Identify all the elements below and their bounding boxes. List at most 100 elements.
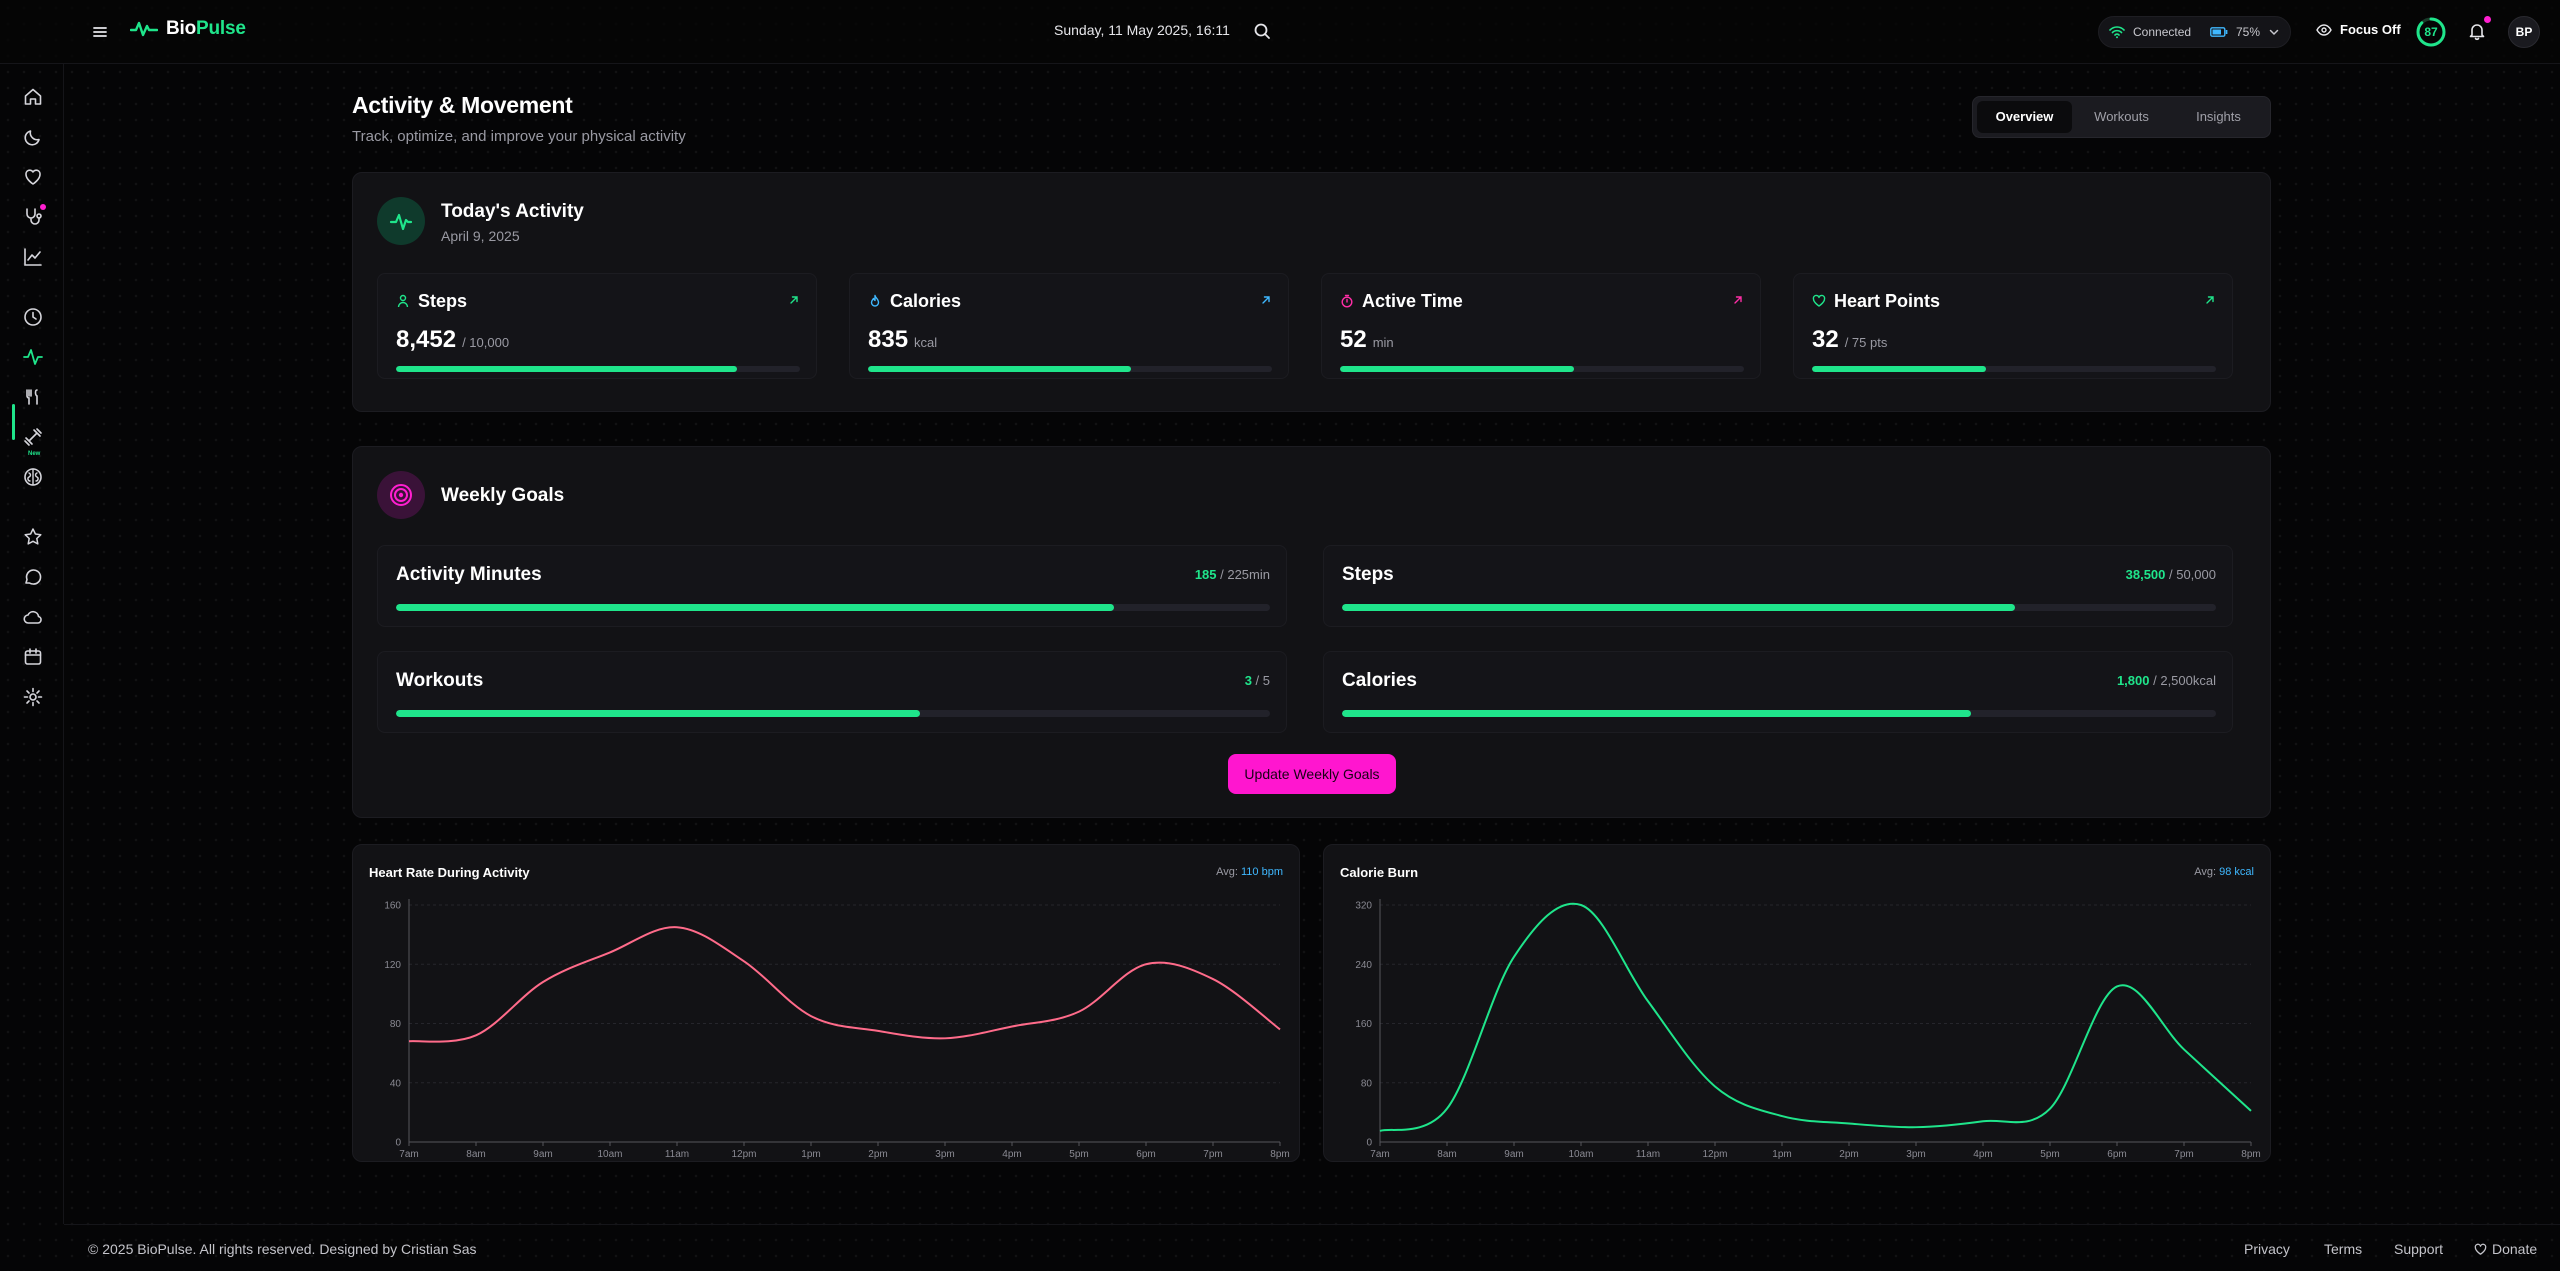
tab-workouts[interactable]: Workouts: [2094, 109, 2149, 124]
page-title: Activity & Movement: [352, 92, 573, 118]
sidebar-item-history[interactable]: [22, 306, 44, 328]
sidebar-item-heart[interactable]: [22, 166, 44, 188]
metric-value: 52: [1340, 326, 1367, 353]
arrow-up-right-icon[interactable]: [1260, 294, 1272, 306]
activity-icon: [377, 197, 425, 245]
chat-icon: [25, 569, 42, 585]
goal-value: 1,800 / 2,500kcal: [2116, 673, 2216, 688]
x-tick-label: 11am: [665, 1149, 689, 1160]
metric-progress-track: [396, 366, 800, 372]
metric-value: 835: [868, 326, 909, 353]
x-tick-label: 3pm: [1906, 1149, 1925, 1160]
sidebar-item-calendar[interactable]: [22, 646, 44, 668]
avatar[interactable]: BP: [2508, 16, 2540, 48]
x-tick-label: 7pm: [2174, 1149, 2193, 1160]
y-tick-label: 240: [1355, 960, 1372, 971]
footer-link-terms[interactable]: Terms: [2324, 1241, 2363, 1257]
moon-icon: [24, 130, 40, 146]
update-weekly-goals-button[interactable]: Update Weekly Goals: [1228, 754, 1396, 794]
activity-icon: [23, 349, 43, 365]
focus-toggle[interactable]: Focus Off: [2316, 22, 2401, 37]
sidebar-item-workout[interactable]: [22, 426, 44, 448]
x-tick-label: 5pm: [1069, 1149, 1088, 1160]
goal-progress-fill: [1342, 710, 1972, 717]
dumbbell-icon: [24, 428, 42, 446]
metric-unit: kcal: [914, 335, 938, 350]
x-tick-label: 11am: [1636, 1149, 1660, 1160]
goal-activity-minutes: Activity Minutes 185 / 225min: [377, 545, 1287, 627]
sidebar-item-settings[interactable]: [22, 686, 44, 708]
x-tick-label: 1pm: [801, 1149, 820, 1160]
goal-calories: Calories 1,800 / 2,500kcal: [1323, 651, 2233, 733]
metric-heart-points[interactable]: Heart Points 32 / 75 pts: [1793, 273, 2233, 379]
connection-label: Connected: [2133, 25, 2192, 39]
arrow-up-right-icon[interactable]: [788, 294, 800, 306]
sidebar-item-sleep[interactable]: [22, 126, 44, 148]
x-tick-label: 12pm: [731, 1149, 756, 1160]
metric-progress-fill: [868, 366, 1131, 372]
chart-average: Avg: 110 bpm: [1216, 866, 1283, 878]
metric-active-time[interactable]: Active Time 52 min: [1321, 273, 1761, 379]
metric-steps[interactable]: Steps 8,452 / 10,000: [377, 273, 817, 379]
focus-label: Focus Off: [2340, 22, 2401, 37]
goal-steps: Steps 38,500 / 50,000: [1323, 545, 2233, 627]
footer-link-privacy[interactable]: Privacy: [2244, 1241, 2290, 1257]
weekly-goals-card: Weekly Goals Activity Minutes 185 / 225m…: [352, 446, 2271, 818]
x-tick-label: 7am: [1370, 1149, 1389, 1160]
metric-value-wrap: 32 / 75 pts: [1812, 326, 1887, 354]
x-tick-label: 1pm: [1772, 1149, 1791, 1160]
x-tick-label: 4pm: [1973, 1149, 1992, 1160]
cloud-icon: [23, 610, 42, 624]
heart-icon: [25, 169, 41, 185]
metric-calories[interactable]: Calories 835 kcal: [849, 273, 1289, 379]
arrow-up-right-icon[interactable]: [2204, 294, 2216, 306]
calendar-icon: [24, 648, 42, 665]
metric-value: 32: [1812, 326, 1839, 353]
footer-link-donate[interactable]: Donate: [2474, 1241, 2537, 1257]
y-tick-label: 80: [390, 1019, 402, 1030]
goal-label: Calories: [1342, 670, 1417, 691]
sidebar-item-home[interactable]: [22, 86, 44, 108]
view-tabs: Overview Workouts Insights: [1972, 96, 2271, 138]
connection-status-pill[interactable]: Connected 75%: [2098, 16, 2291, 48]
goal-progress-track: [396, 604, 1270, 611]
x-tick-label: 7pm: [1203, 1149, 1222, 1160]
search-icon[interactable]: [1252, 21, 1272, 41]
metric-value-wrap: 835 kcal: [868, 326, 937, 354]
sidebar-item-cloud[interactable]: [22, 606, 44, 628]
goal-progress-track: [396, 710, 1270, 717]
arrow-up-right-icon[interactable]: [1732, 294, 1744, 306]
metric-unit: / 75 pts: [1844, 335, 1888, 350]
todays-activity-card: Today's Activity April 9, 2025 Steps 8,4…: [352, 172, 2271, 412]
goal-value: 185 / 225min: [1194, 567, 1270, 582]
sidebar-item-favorites[interactable]: [22, 526, 44, 548]
metric-label: Active Time: [1362, 291, 1463, 311]
x-tick-label: 4pm: [1002, 1149, 1021, 1160]
x-tick-label: 9am: [1504, 1149, 1523, 1160]
footer-link-support[interactable]: Support: [2394, 1241, 2444, 1257]
sidebar-item-messages[interactable]: [22, 566, 44, 588]
sidebar-item-mind[interactable]: [22, 466, 44, 488]
health-score-ring[interactable]: 87: [2415, 16, 2447, 48]
page-subtitle: Track, optimize, and improve your physic…: [352, 128, 686, 145]
logo[interactable]: BioPulse: [130, 18, 246, 40]
tab-insights[interactable]: Insights: [2196, 109, 2241, 124]
app-name: BioPulse: [166, 18, 246, 39]
footer: © 2025 BioPulse. All rights reserved. De…: [64, 1224, 2560, 1271]
todays-activity-title: Today's Activity: [441, 201, 584, 222]
sidebar-item-health[interactable]: [22, 206, 44, 228]
sidebar-item-nutrition[interactable]: [22, 386, 44, 408]
calorie-burn-chart: 0 80 160 240 320 7am 8am 9am 10am 11am 12pm 1pm 2pm 3…: [1355, 899, 2261, 1160]
bell-icon[interactable]: [2466, 20, 2488, 42]
x-tick-label: 2pm: [1839, 1149, 1858, 1160]
copyright: © 2025 BioPulse. All rights reserved. De…: [88, 1241, 477, 1257]
sidebar-item-trends[interactable]: [22, 246, 44, 268]
todays-activity-date: April 9, 2025: [441, 228, 520, 244]
menu-icon[interactable]: [90, 22, 110, 42]
tab-overview[interactable]: Overview: [1977, 101, 2072, 133]
goal-label: Steps: [1342, 564, 1394, 585]
wifi-icon: [2109, 25, 2125, 39]
x-tick-label: 5pm: [2040, 1149, 2059, 1160]
sidebar-item-activity[interactable]: [22, 346, 44, 368]
y-tick-label: 160: [384, 901, 401, 912]
